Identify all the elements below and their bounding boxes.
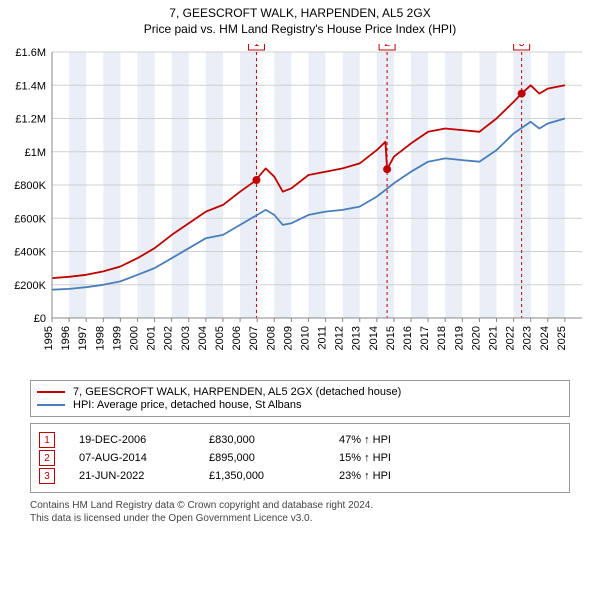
x-tick-label: 2011 — [317, 326, 329, 350]
x-tick-label: 2024 — [539, 326, 551, 350]
event-price: £830,000 — [209, 434, 339, 446]
header: 7, GEESCROFT WALK, HARPENDEN, AL5 2GX Pr… — [0, 0, 600, 36]
event-marker-label: 3 — [519, 44, 525, 49]
x-tick-label: 2000 — [128, 326, 140, 350]
x-tick-label: 1995 — [43, 326, 55, 350]
line-chart: £0 £200K £400K £600K £800K £1M £1.2M £1.4M £1.6M… — [0, 44, 600, 374]
event-date: 07-AUG-2014 — [79, 452, 209, 464]
event-delta: 47% ↑ HPI — [339, 434, 391, 446]
x-tick-label: 2010 — [299, 326, 311, 350]
x-tick-label: 2005 — [214, 326, 226, 350]
x-tick-label: 2009 — [282, 326, 294, 350]
event-delta: 15% ↑ HPI — [339, 452, 391, 464]
event-row: 1 19-DEC-2006£830,00047% ↑ HPI — [39, 432, 561, 448]
x-tick-label: 2015 — [385, 326, 397, 350]
x-tick-label: 1998 — [94, 326, 106, 350]
x-tick-label: 2001 — [146, 326, 158, 350]
x-tick-label: 2013 — [351, 326, 363, 350]
x-tick-label: 2008 — [265, 326, 277, 350]
x-tick-label: 1996 — [60, 326, 72, 350]
legend-label: HPI: Average price, detached house, St A… — [73, 399, 302, 411]
x-tick-label: 2020 — [470, 326, 482, 350]
y-tick-label: £1.2M — [15, 114, 46, 126]
x-tick-label: 2003 — [180, 326, 192, 350]
footer: Contains HM Land Registry data © Crown c… — [30, 499, 570, 525]
event-marker-label: 2 — [384, 44, 390, 49]
x-tick-label: 2025 — [556, 326, 568, 350]
x-tick-label: 1997 — [77, 326, 89, 350]
event-marker: 2 — [39, 450, 55, 466]
event-date: 21-JUN-2022 — [79, 470, 209, 482]
legend-item: HPI: Average price, detached house, St A… — [37, 399, 563, 411]
y-tick-label: £600K — [14, 213, 46, 225]
x-tick-label: 2014 — [368, 326, 380, 350]
x-tick-label: 2021 — [488, 326, 500, 350]
x-tick-label: 2012 — [334, 326, 346, 350]
x-tick-label: 1999 — [111, 326, 123, 350]
page: 7, GEESCROFT WALK, HARPENDEN, AL5 2GX Pr… — [0, 0, 600, 590]
y-tick-label: £1M — [25, 147, 46, 159]
chart-title-address: 7, GEESCROFT WALK, HARPENDEN, AL5 2GX — [0, 6, 600, 20]
y-tick-label: £1.6M — [15, 47, 46, 59]
y-tick-label: £0 — [34, 313, 46, 325]
x-tick-label: 2018 — [436, 326, 448, 350]
chart-title-subtitle: Price paid vs. HM Land Registry's House … — [0, 22, 600, 36]
x-tick-label: 2004 — [197, 326, 209, 350]
event-delta: 23% ↑ HPI — [339, 470, 391, 482]
event-date: 19-DEC-2006 — [79, 434, 209, 446]
event-marker: 1 — [39, 432, 55, 448]
legend-swatch — [37, 391, 65, 393]
chart-area: £0 £200K £400K £600K £800K £1M £1.2M £1.4M £1.6M… — [0, 44, 600, 374]
x-tick-label: 2019 — [453, 326, 465, 350]
y-tick-label: £1.4M — [15, 80, 46, 92]
x-tick-label: 2002 — [163, 326, 175, 350]
y-tick-label: £400K — [14, 247, 46, 259]
events-table: 1 19-DEC-2006£830,00047% ↑ HPI 2 07-AUG-201… — [30, 423, 570, 493]
event-row: 2 07-AUG-2014£895,00015% ↑ HPI — [39, 450, 561, 466]
event-price: £1,350,000 — [209, 470, 339, 482]
legend: 7, GEESCROFT WALK, HARPENDEN, AL5 2GX (d… — [30, 380, 570, 417]
event-price: £895,000 — [209, 452, 339, 464]
event-row: 3 21-JUN-2022£1,350,00023% ↑ HPI — [39, 468, 561, 484]
x-tick-label: 2022 — [505, 326, 517, 350]
x-tick-label: 2007 — [248, 326, 260, 350]
legend-swatch — [37, 404, 65, 406]
x-tick-label: 2017 — [419, 326, 431, 350]
x-tick-label: 2016 — [402, 326, 414, 350]
event-marker: 3 — [39, 468, 55, 484]
legend-label: 7, GEESCROFT WALK, HARPENDEN, AL5 2GX (d… — [73, 386, 401, 398]
y-tick-label: £800K — [14, 180, 46, 192]
footer-line-2: This data is licensed under the Open Gov… — [30, 512, 570, 525]
x-tick-label: 2023 — [522, 326, 534, 350]
y-tick-label: £200K — [14, 280, 46, 292]
event-marker-label: 1 — [254, 44, 260, 49]
x-tick-label: 2006 — [231, 326, 243, 350]
footer-line-1: Contains HM Land Registry data © Crown c… — [30, 499, 570, 512]
legend-item: 7, GEESCROFT WALK, HARPENDEN, AL5 2GX (d… — [37, 386, 563, 398]
